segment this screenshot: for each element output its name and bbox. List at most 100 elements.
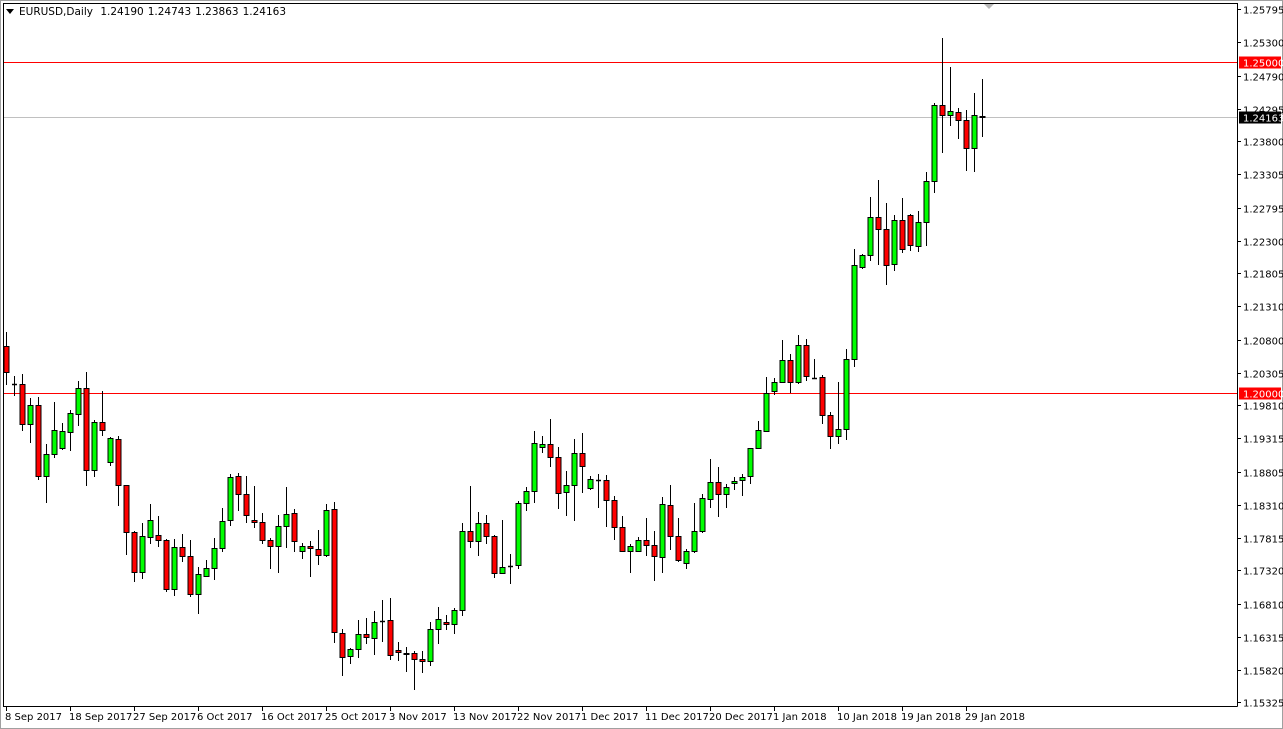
candle-body-bear xyxy=(131,532,138,573)
candle xyxy=(259,513,266,544)
candle xyxy=(707,459,714,508)
candle-body-bull xyxy=(779,360,786,383)
candle xyxy=(699,494,706,533)
candle-body-bear xyxy=(163,540,170,590)
candle xyxy=(539,436,546,453)
candle xyxy=(147,504,154,544)
candle xyxy=(835,382,842,444)
candle xyxy=(875,180,882,265)
x-tick-label: 22 Nov 2017 xyxy=(517,712,581,723)
candle xyxy=(596,474,601,508)
candle-body-bull xyxy=(971,115,978,149)
candle xyxy=(307,541,314,577)
candle-body-bull xyxy=(219,521,226,549)
candle xyxy=(363,618,370,644)
candle-body-bear xyxy=(259,522,266,541)
candle xyxy=(475,512,482,556)
candle-body-bear xyxy=(547,444,554,458)
candle-body-bear xyxy=(363,634,370,638)
candle-body-bear xyxy=(267,540,274,547)
candle xyxy=(99,391,106,436)
candle-body-bull xyxy=(571,453,578,486)
candle xyxy=(555,447,562,509)
candle xyxy=(683,549,690,569)
candle-body-bull xyxy=(867,217,874,256)
price-line-labels: 1.25000 1.20000 1.24163 xyxy=(1239,56,1283,401)
horizontal-lines xyxy=(4,62,1237,394)
candle-body-bull xyxy=(51,430,58,455)
chart-shift-marker-icon[interactable] xyxy=(984,4,994,9)
candle xyxy=(667,485,674,550)
dropdown-triangle-icon[interactable] xyxy=(6,8,14,14)
candle-body-bear xyxy=(315,549,322,556)
candle xyxy=(195,567,202,614)
candle xyxy=(75,381,82,426)
chart-header: EURUSD,Daily 1.24190 1.24743 1.23863 1.2416… xyxy=(6,6,290,18)
candle-body-bear xyxy=(979,116,986,118)
candle xyxy=(859,254,866,269)
candle-body-bear xyxy=(83,388,90,471)
candle-body-bull xyxy=(931,105,938,182)
candle-body-bear xyxy=(619,527,626,552)
candle-body-bull xyxy=(915,222,922,247)
candle-body-bear xyxy=(643,540,650,546)
candle-body-bear xyxy=(251,520,258,523)
candle-body-bear xyxy=(883,229,890,266)
candle-body-bear xyxy=(115,439,122,486)
candle-body-bear xyxy=(187,556,194,595)
candle-body-bear xyxy=(243,494,250,516)
candle xyxy=(499,520,506,574)
y-tick-label: 1.16315 xyxy=(1243,634,1283,645)
symbol-timeframe: EURUSD,Daily xyxy=(19,6,93,18)
candle xyxy=(963,110,970,171)
candle xyxy=(459,523,466,616)
candle xyxy=(411,651,418,690)
candle-body-bear xyxy=(3,346,10,373)
candle xyxy=(579,433,586,493)
y-tick-label: 1.15325 xyxy=(1243,699,1283,710)
candle xyxy=(803,339,810,381)
candle-body-bear xyxy=(411,653,418,660)
candle-body-bull xyxy=(435,619,442,630)
candle xyxy=(291,509,298,552)
ohlc-open: 1.24190 xyxy=(100,6,144,18)
candle-body-bull xyxy=(763,393,770,432)
candle-body-bull xyxy=(107,438,114,463)
candle xyxy=(211,538,218,580)
candle-body-bull xyxy=(27,405,34,425)
candle-body-bull xyxy=(587,479,594,489)
y-tick-label: 1.25300 xyxy=(1243,39,1283,50)
candle-body-bull xyxy=(147,520,154,538)
y-tick-label: 1.22795 xyxy=(1243,205,1283,216)
candle-body-bear xyxy=(339,633,346,658)
candle-body-bear xyxy=(307,546,314,549)
x-tick-label: 1 Dec 2017 xyxy=(581,712,639,723)
candle-body-bear xyxy=(19,384,26,425)
candle xyxy=(155,516,162,547)
candle xyxy=(427,622,434,666)
candle-body-bull xyxy=(451,610,458,625)
candle xyxy=(219,508,226,552)
candle xyxy=(787,354,794,393)
candle xyxy=(763,377,770,432)
candle-body-bull xyxy=(723,487,730,495)
candle xyxy=(163,539,170,592)
candle-body-bull xyxy=(91,422,98,471)
x-tick-label: 27 Sep 2017 xyxy=(133,712,196,723)
candle xyxy=(867,197,874,261)
candle-body-bull xyxy=(67,413,74,433)
candle-body-bear xyxy=(899,220,906,250)
candle xyxy=(3,332,10,385)
candle-body-bull xyxy=(523,491,530,504)
candle xyxy=(851,249,858,367)
candle xyxy=(643,518,650,556)
candle-body-bull xyxy=(747,448,754,477)
candle xyxy=(715,467,722,517)
ohlc-high: 1.24743 xyxy=(147,6,192,18)
candle xyxy=(731,477,738,490)
candle xyxy=(227,474,234,526)
candle-body-bull xyxy=(755,430,762,449)
candle xyxy=(931,103,938,193)
candle xyxy=(371,611,378,655)
